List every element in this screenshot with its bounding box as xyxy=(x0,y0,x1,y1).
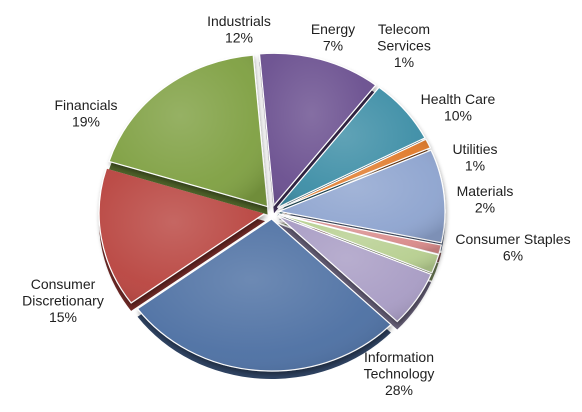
pie-label-industrials: Industrials 12% xyxy=(207,13,271,46)
pie-label-telecom-services: Telecom Services 1% xyxy=(377,21,431,70)
pie-category-label: Consumer xyxy=(31,276,96,292)
pie-slice-sheen-utilities xyxy=(278,213,442,255)
pie-label-financials: Financials 19% xyxy=(54,97,117,130)
pie-value-label: 6% xyxy=(503,248,523,264)
pie-value-label: 28% xyxy=(385,382,413,398)
pie-label-consumer-discretionary: Consumer Discretionary 15% xyxy=(22,276,104,325)
pie-category-label: Materials xyxy=(457,183,514,199)
pie-value-label: 2% xyxy=(475,200,495,216)
pie-label-consumer-staples: Consumer Staples 6% xyxy=(455,231,570,264)
pie-label-energy: Energy 7% xyxy=(311,21,355,54)
pie-category-label: Health Care xyxy=(421,91,496,107)
pie-category-label: Technology xyxy=(364,366,435,382)
pie-category-label: Consumer Staples xyxy=(455,231,570,247)
pie-label-materials: Materials 2% xyxy=(457,183,514,216)
pie-labels: Industrials 12%Energy 7%Telecom Services 1%H… xyxy=(22,13,570,398)
pie-value-label: 19% xyxy=(72,114,100,130)
pie-category-label: Discretionary xyxy=(22,293,104,309)
pie-slice-sheen-industrials xyxy=(259,53,376,206)
pie-category-label: Utilities xyxy=(452,141,497,157)
pie-slice-sheen-telecom-services xyxy=(278,139,431,209)
pie-value-label: 7% xyxy=(323,38,343,54)
pie-category-label: Information xyxy=(364,349,434,365)
pie-value-label: 12% xyxy=(225,30,253,46)
pie-slices xyxy=(98,52,446,379)
pie-category-label: Energy xyxy=(311,21,355,37)
pie-label-health-care: Health Care 10% xyxy=(421,91,496,124)
pie-category-label: Financials xyxy=(54,97,117,113)
pie-label-utilities: Utilities 1% xyxy=(452,141,497,174)
pie-label-information-technology: Information Technology 28% xyxy=(364,349,435,398)
pie-slice-sheen-energy xyxy=(277,87,425,208)
pie-category-label: Industrials xyxy=(207,13,271,29)
pie-slice-sheen-information-technology xyxy=(137,218,391,371)
pie-category-label: Services xyxy=(377,38,431,54)
pie-slice-sheen-consumer-staples xyxy=(277,215,432,322)
pie-slice-sheen-financials xyxy=(109,55,268,207)
pie-value-label: 1% xyxy=(394,54,414,70)
pie-value-label: 15% xyxy=(49,309,77,325)
pie-value-label: 10% xyxy=(444,108,472,124)
pie-category-label: Telecom xyxy=(378,21,430,37)
pie-slice-sheen-materials xyxy=(278,214,439,273)
pie-slice-sheen-health-care xyxy=(278,150,445,243)
pie-value-label: 1% xyxy=(465,158,485,174)
